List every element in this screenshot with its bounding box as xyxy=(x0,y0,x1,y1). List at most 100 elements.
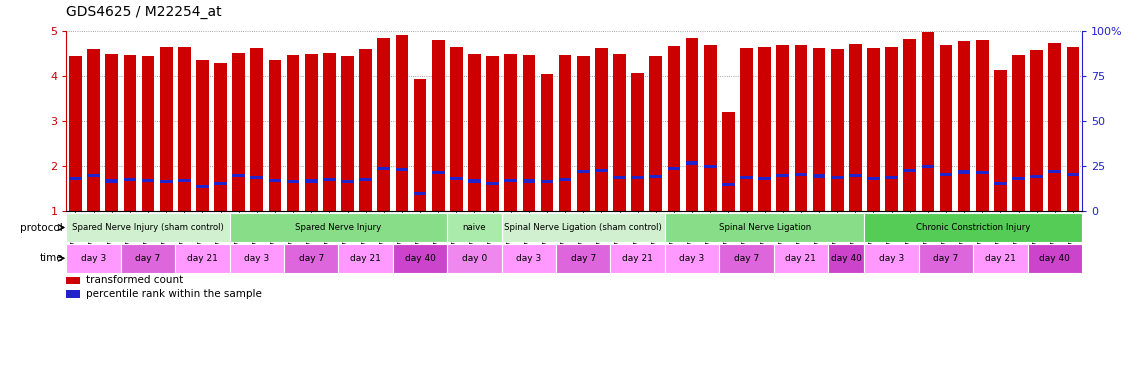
Bar xyxy=(284,244,339,273)
Text: day 3: day 3 xyxy=(679,254,704,263)
Bar xyxy=(758,177,771,180)
Bar xyxy=(305,179,317,182)
Bar xyxy=(286,180,300,184)
Text: day 7: day 7 xyxy=(135,254,160,263)
Bar xyxy=(776,45,789,211)
Bar xyxy=(740,176,753,179)
Bar xyxy=(665,213,864,242)
Bar xyxy=(124,178,136,181)
Bar xyxy=(87,49,100,211)
Text: day 7: day 7 xyxy=(933,254,958,263)
Bar xyxy=(614,176,626,179)
Text: Spared Nerve Injury: Spared Nerve Injury xyxy=(295,223,381,232)
Bar xyxy=(142,179,155,182)
Bar xyxy=(121,244,175,273)
Bar xyxy=(395,168,409,171)
Bar xyxy=(232,174,245,177)
Bar xyxy=(468,179,481,182)
Bar xyxy=(214,182,227,185)
Bar xyxy=(813,48,826,211)
Bar xyxy=(976,171,988,174)
Bar xyxy=(828,244,864,273)
Bar xyxy=(631,73,643,211)
Bar xyxy=(413,192,426,195)
Bar xyxy=(867,177,879,180)
Bar xyxy=(831,176,844,179)
Bar xyxy=(269,179,282,182)
Bar xyxy=(903,169,916,172)
Bar xyxy=(448,213,502,242)
Bar xyxy=(269,60,282,211)
Text: day 7: day 7 xyxy=(299,254,324,263)
Bar xyxy=(813,174,826,177)
Bar xyxy=(378,167,390,170)
Bar xyxy=(1049,170,1061,173)
Bar xyxy=(432,171,444,174)
Bar xyxy=(124,55,136,211)
Bar xyxy=(69,177,81,180)
Text: day 21: day 21 xyxy=(187,254,218,263)
Text: day 3: day 3 xyxy=(244,254,269,263)
Text: day 40: day 40 xyxy=(1040,254,1071,263)
Bar xyxy=(958,170,971,174)
Bar xyxy=(958,41,971,211)
Text: day 21: day 21 xyxy=(785,254,816,263)
Bar xyxy=(559,178,571,181)
Bar xyxy=(177,47,190,211)
Bar xyxy=(595,48,608,211)
Bar xyxy=(286,55,300,211)
Bar xyxy=(918,244,973,273)
Text: day 3: day 3 xyxy=(879,254,905,263)
Bar xyxy=(1030,50,1043,211)
Text: day 40: day 40 xyxy=(404,254,435,263)
Bar xyxy=(774,244,828,273)
Bar xyxy=(378,38,390,211)
Bar xyxy=(595,169,608,172)
Bar xyxy=(848,174,862,177)
Text: Spinal Nerve Ligation: Spinal Nerve Ligation xyxy=(719,223,811,232)
Bar xyxy=(522,55,535,211)
Bar xyxy=(251,176,263,179)
Bar xyxy=(831,49,844,211)
Bar xyxy=(758,47,771,211)
Bar xyxy=(360,49,372,211)
Bar xyxy=(487,56,499,211)
Bar xyxy=(665,244,719,273)
Bar xyxy=(505,179,518,182)
Bar xyxy=(994,182,1006,185)
Bar xyxy=(339,244,393,273)
Bar xyxy=(1012,177,1025,180)
Bar xyxy=(105,179,118,182)
Bar xyxy=(395,35,409,211)
Bar xyxy=(1027,244,1082,273)
Text: transformed count: transformed count xyxy=(86,275,183,285)
Bar xyxy=(432,40,444,211)
Bar xyxy=(1030,175,1043,178)
Bar xyxy=(450,177,463,180)
Bar xyxy=(196,185,208,188)
Bar xyxy=(740,48,753,211)
Bar xyxy=(341,180,354,184)
Bar xyxy=(610,244,665,273)
Bar xyxy=(577,56,590,211)
Bar xyxy=(1067,46,1080,211)
Bar xyxy=(305,54,317,211)
Text: time: time xyxy=(39,253,63,263)
Bar xyxy=(686,38,698,211)
Bar xyxy=(105,54,118,211)
Bar xyxy=(160,180,173,184)
Bar xyxy=(885,47,898,211)
Bar xyxy=(686,161,698,164)
Text: day 3: day 3 xyxy=(81,254,106,263)
Text: Chronic Constriction Injury: Chronic Constriction Injury xyxy=(916,223,1030,232)
Bar xyxy=(722,182,735,186)
Bar xyxy=(940,173,953,176)
Bar xyxy=(776,174,789,177)
Bar xyxy=(69,56,81,211)
Bar xyxy=(175,244,230,273)
Bar xyxy=(468,54,481,211)
Bar xyxy=(795,173,807,176)
Bar xyxy=(502,213,665,242)
Bar xyxy=(540,180,553,184)
Bar xyxy=(704,164,717,168)
